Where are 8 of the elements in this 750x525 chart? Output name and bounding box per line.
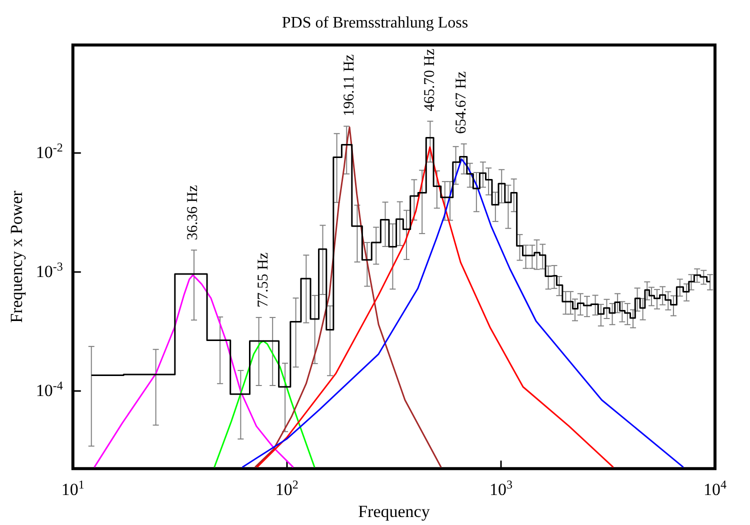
annotation: 654.67 Hz [454,71,470,134]
annotation: 36.36 Hz [184,184,201,240]
y-axis-title: Frequency x Power [7,190,26,323]
annotation: 196.11 Hz [342,54,358,116]
annotation: 465.70 Hz [422,48,438,112]
annotation: 77.55 Hz [255,252,272,308]
x-axis-title: Frequency [358,502,430,521]
chart-title: PDS of Bremsstrahlung Loss [282,14,468,32]
